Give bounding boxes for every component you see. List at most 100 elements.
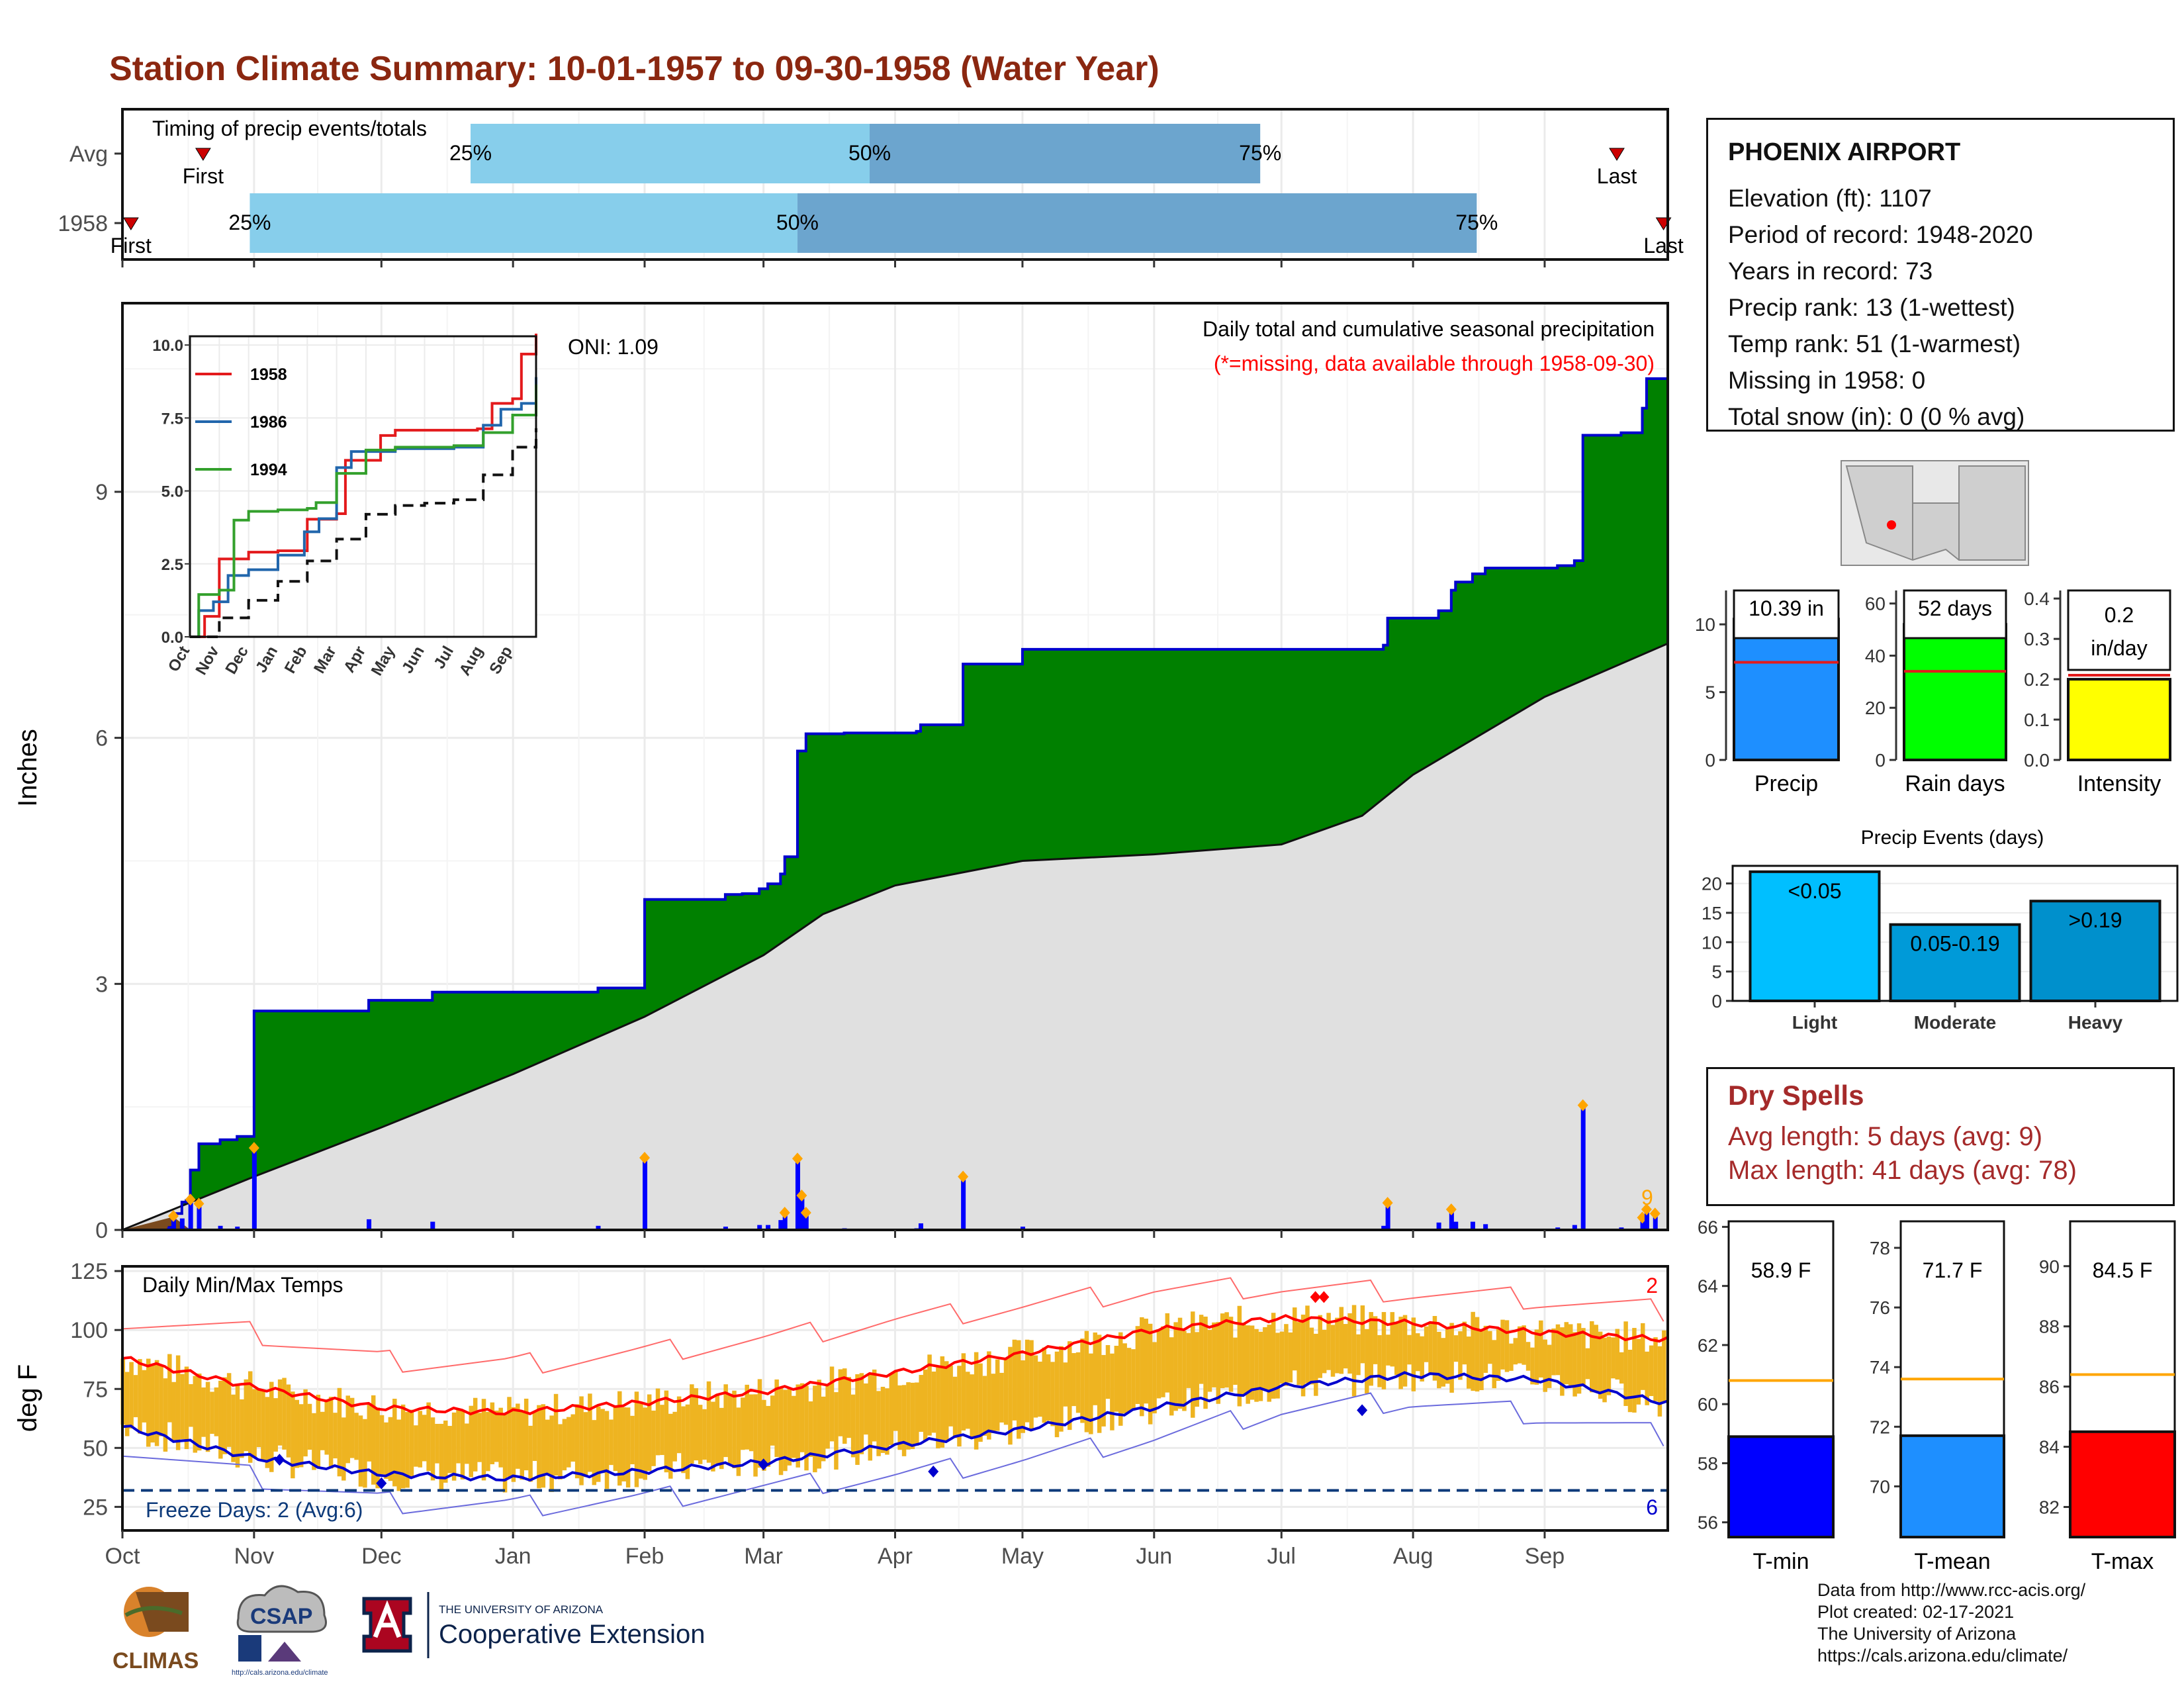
daily-temp-bar [537, 1405, 541, 1489]
daily-temp-bar [1242, 1323, 1246, 1395]
daily-temp-bar [1224, 1312, 1229, 1388]
daily-temp-bar [583, 1412, 588, 1477]
dry-spells-max: Max length: 41 days (avg: 78) [1728, 1156, 2077, 1185]
y-tick-label: 9 [95, 480, 108, 505]
daily-temp-bar [910, 1382, 915, 1450]
precip-event-marker [639, 1151, 651, 1164]
daily-temp-bar [337, 1387, 342, 1477]
daily-temp-bar [1284, 1324, 1289, 1386]
bar-label: Intensity [2077, 771, 2161, 796]
daily-temp-bar [363, 1419, 367, 1488]
daily-temp-bar [175, 1355, 181, 1450]
precip-events-frame [1731, 865, 2179, 1002]
daily-temp-bar [490, 1402, 495, 1464]
daily-temp-bar [1581, 1328, 1586, 1387]
daily-precip-bar [1644, 1209, 1649, 1230]
daily-temp-bar [435, 1423, 439, 1464]
daily-temp-bar [1432, 1316, 1437, 1381]
daily-temp-bar [1068, 1341, 1072, 1430]
inset-series-line [190, 334, 537, 638]
daily-temp-bar [1144, 1319, 1148, 1404]
daily-precip-bar [1640, 1217, 1645, 1230]
daily-temp-bar [1322, 1329, 1327, 1374]
daily-temp-bar [999, 1372, 1004, 1423]
daily-precip-bar [596, 1225, 601, 1230]
average-max-line [122, 1314, 1668, 1416]
daily-temp-bar [723, 1384, 728, 1458]
daily-precip-bar [1449, 1209, 1454, 1230]
precip-event-marker [1641, 1203, 1652, 1216]
daily-temp-bar [876, 1391, 881, 1456]
daily-temp-bar [655, 1388, 660, 1456]
daily-temp-bar [349, 1397, 355, 1458]
missing-note: (*=missing, data available through 1958-… [1214, 352, 1655, 375]
daily-temp-bar [1305, 1305, 1310, 1383]
daily-temp-bar [995, 1359, 1000, 1431]
record-low-line [122, 1392, 1664, 1517]
value-box [2067, 589, 2171, 671]
inset-x-label: Jan [252, 643, 281, 676]
daily-temp-bar [753, 1394, 758, 1477]
daily-temp-bar [214, 1387, 219, 1436]
daily-temp-bar [1063, 1362, 1068, 1407]
y-tick-label: 78 [1870, 1238, 1890, 1258]
daily-temp-bar [324, 1400, 329, 1455]
daily-temp-bar [1075, 1352, 1081, 1413]
dry-spells-box: Dry Spells Avg length: 5 days (avg: 9) M… [1706, 1067, 2175, 1206]
daily-temp-bar [681, 1406, 686, 1474]
daily-precip-bar [1453, 1221, 1459, 1230]
daily-temp-bar [1046, 1354, 1051, 1421]
daily-temp-bar [553, 1393, 559, 1476]
daily-temp-bar [868, 1373, 873, 1461]
daily-temp-bar [1267, 1325, 1272, 1402]
record-low-marker [274, 1454, 285, 1466]
timing-p25-label: 25% [449, 141, 492, 165]
daily-temp-bar [1428, 1322, 1433, 1376]
daily-temp-bar [277, 1379, 283, 1446]
daily-temp-bar [180, 1374, 185, 1440]
csap-url: http://cals.arizona.edu/climate [232, 1669, 328, 1677]
daily-temp-bar [486, 1411, 490, 1472]
climas-logo: CLIMAS [113, 1587, 199, 1673]
temps-title: Daily Min/Max Temps [142, 1273, 343, 1297]
daily-temp-bar [574, 1404, 580, 1479]
daily-temp-bar [1627, 1350, 1633, 1413]
daily-temp-bar [1122, 1343, 1127, 1414]
daily-temp-bar [549, 1415, 554, 1492]
daily-temp-bar [1611, 1337, 1615, 1379]
daily-precip-bar [171, 1215, 176, 1230]
station-name: PHOENIX AIRPORT [1728, 138, 1961, 166]
climas-text: CLIMAS [113, 1648, 199, 1673]
event-bar-label: >0.19 [2069, 908, 2122, 932]
daily-temp-bar [396, 1419, 401, 1491]
inset-x-label: May [368, 643, 399, 679]
station-temp-rank: Temp rank: 51 (1-warmest) [1728, 330, 2021, 357]
daily-temp-bar [893, 1371, 898, 1431]
daily-temp-bar [621, 1407, 626, 1481]
daily-temp-bar [846, 1377, 851, 1438]
daily-temp-bar [850, 1394, 856, 1458]
daily-temp-bar [291, 1391, 295, 1479]
daily-temp-bar [520, 1411, 524, 1480]
value-box [1733, 589, 1840, 639]
daily-temp-bar [664, 1390, 669, 1473]
daily-precip-bar [766, 1225, 771, 1230]
daily-temp-bar [787, 1388, 792, 1466]
daily-temp-bar [124, 1372, 130, 1436]
y-tick-label: 0 [1705, 750, 1715, 771]
daily-temp-bar [1394, 1323, 1399, 1376]
daily-temp-bar [494, 1410, 499, 1462]
daily-temp-bar [405, 1412, 410, 1488]
daily-temp-bar [1572, 1332, 1577, 1397]
last-event-label: Last [1597, 164, 1637, 188]
daily-precip-bar [1483, 1224, 1488, 1230]
precip-events-panel: Precip Events (days) 0 5 10 15 20 <0.05 Light 0.… [1702, 827, 2179, 1033]
daily-temp-bar [813, 1385, 817, 1473]
timing-row-label: 1958 [58, 211, 108, 236]
csap-logo: CSAP http://cals.arizona.edu/climate [232, 1585, 328, 1677]
daily-temp-bar [261, 1389, 265, 1461]
daily-temp-bar [1220, 1313, 1225, 1389]
timing-q1-bar [471, 124, 870, 183]
y-tick-label: 0.2 [2024, 669, 2050, 690]
daily-temp-bar [613, 1406, 618, 1472]
